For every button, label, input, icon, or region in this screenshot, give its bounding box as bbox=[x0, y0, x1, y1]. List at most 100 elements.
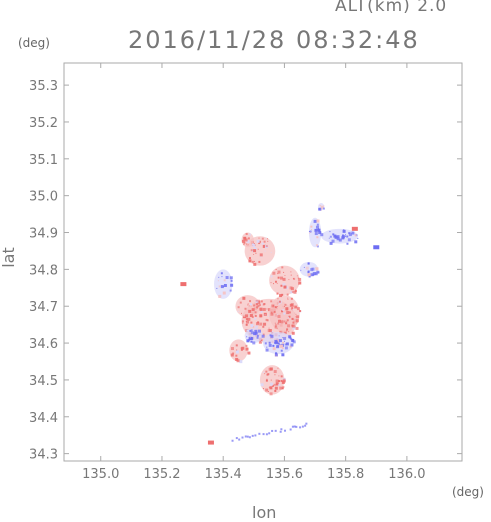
echo-cell bbox=[278, 335, 280, 337]
echo-cell bbox=[290, 271, 292, 273]
echo-cell bbox=[278, 375, 280, 377]
echo-cell bbox=[331, 239, 335, 243]
echo-cell bbox=[283, 285, 287, 289]
echo-cell bbox=[278, 300, 281, 303]
echo-cell bbox=[288, 317, 290, 319]
echo-streak-cell bbox=[299, 426, 302, 429]
echo-cell bbox=[280, 284, 283, 287]
echo-cell bbox=[250, 331, 254, 335]
echo-cell bbox=[279, 386, 283, 390]
echo-cell bbox=[268, 386, 270, 388]
echo-cell bbox=[271, 304, 275, 308]
echo-cell bbox=[276, 282, 278, 284]
echo-cell bbox=[283, 271, 285, 273]
echo-cell bbox=[274, 389, 277, 392]
echo-cell bbox=[259, 308, 263, 312]
echo-cell bbox=[254, 244, 256, 246]
echo-cell bbox=[266, 378, 268, 380]
echo-cell bbox=[245, 321, 247, 323]
echo-cell bbox=[274, 280, 277, 283]
echo-cell bbox=[268, 343, 272, 347]
y-tick-label: 34.8 bbox=[29, 263, 58, 278]
echo-cell bbox=[286, 320, 288, 322]
echo-cell bbox=[270, 379, 272, 381]
echo-cell bbox=[286, 328, 289, 331]
echo-cell bbox=[270, 311, 273, 314]
echo-cell bbox=[262, 325, 265, 328]
echo-region-positive bbox=[235, 295, 260, 318]
echo-cell bbox=[241, 239, 245, 243]
echo-cell bbox=[317, 271, 320, 274]
echo-cell bbox=[248, 336, 252, 340]
echo-cell bbox=[253, 262, 257, 266]
echo-cell bbox=[257, 300, 261, 304]
echo-cell bbox=[285, 307, 289, 311]
echo-cell bbox=[289, 336, 292, 339]
echo-streak-cell bbox=[304, 424, 307, 427]
echo-cell bbox=[259, 314, 263, 318]
echo-cell bbox=[286, 330, 288, 332]
echo-cell bbox=[266, 319, 269, 322]
echo-cell bbox=[307, 271, 310, 274]
echo-cell bbox=[250, 329, 253, 332]
echo-cell bbox=[258, 304, 261, 307]
echo-cell bbox=[312, 272, 316, 276]
echo-cell bbox=[319, 205, 321, 207]
echo-cell bbox=[250, 321, 253, 324]
echo-cell bbox=[357, 237, 359, 239]
y-tick-label: 34.5 bbox=[29, 374, 58, 389]
echo-cell bbox=[290, 303, 293, 306]
echo-cell bbox=[254, 311, 257, 314]
echo-cell bbox=[343, 229, 345, 231]
echo-cell bbox=[261, 242, 264, 245]
echo-cell bbox=[348, 232, 351, 235]
echo-cell bbox=[287, 298, 289, 300]
echo-cell bbox=[265, 379, 268, 382]
echo-cell bbox=[307, 273, 311, 277]
echo-streak-cell bbox=[258, 432, 261, 435]
echo-cell bbox=[275, 352, 278, 355]
echo-cell bbox=[265, 245, 268, 248]
echo-streak-cell bbox=[246, 435, 249, 438]
echo-cell bbox=[274, 306, 277, 309]
echo-cell bbox=[262, 303, 265, 306]
echo-cell bbox=[263, 240, 266, 243]
echo-cell bbox=[281, 310, 284, 313]
echo-cell bbox=[245, 318, 248, 321]
echo-cell bbox=[345, 234, 347, 236]
echo-cell bbox=[344, 235, 346, 237]
echo-cell bbox=[216, 287, 218, 289]
echo-cell bbox=[268, 341, 271, 344]
altitude-label: ALT(km) 2.0 bbox=[335, 0, 448, 16]
echo-cell bbox=[251, 308, 255, 312]
echo-cell bbox=[295, 316, 297, 318]
echo-cell bbox=[262, 244, 266, 248]
echo-cell bbox=[298, 281, 302, 285]
echo-cell bbox=[282, 337, 284, 339]
echo-cell bbox=[249, 329, 252, 332]
echo-cell bbox=[247, 304, 249, 306]
echo-cell bbox=[235, 354, 238, 357]
echo-cell bbox=[273, 304, 275, 306]
echo-cell bbox=[258, 260, 261, 263]
echo-cell bbox=[282, 277, 286, 281]
echo-cell bbox=[280, 349, 283, 352]
echo-cell bbox=[256, 306, 259, 309]
echo-cell bbox=[296, 275, 298, 277]
echo-cell bbox=[315, 244, 318, 247]
echo-cell bbox=[273, 310, 276, 313]
echo-cell bbox=[334, 235, 338, 239]
echo-cell bbox=[293, 290, 297, 294]
echo-cell bbox=[255, 303, 258, 306]
echo-cell bbox=[263, 322, 267, 326]
echo-cell bbox=[266, 308, 268, 310]
echo-cell bbox=[282, 282, 286, 286]
echo-cell bbox=[275, 382, 279, 386]
echo-cell bbox=[298, 277, 302, 281]
echo-point-negative bbox=[373, 245, 380, 250]
echo-cell bbox=[276, 327, 278, 329]
echo-cell bbox=[245, 232, 248, 235]
echo-cell bbox=[247, 237, 250, 240]
echo-streak-cell bbox=[274, 429, 277, 432]
echo-streak-cell bbox=[284, 429, 287, 432]
